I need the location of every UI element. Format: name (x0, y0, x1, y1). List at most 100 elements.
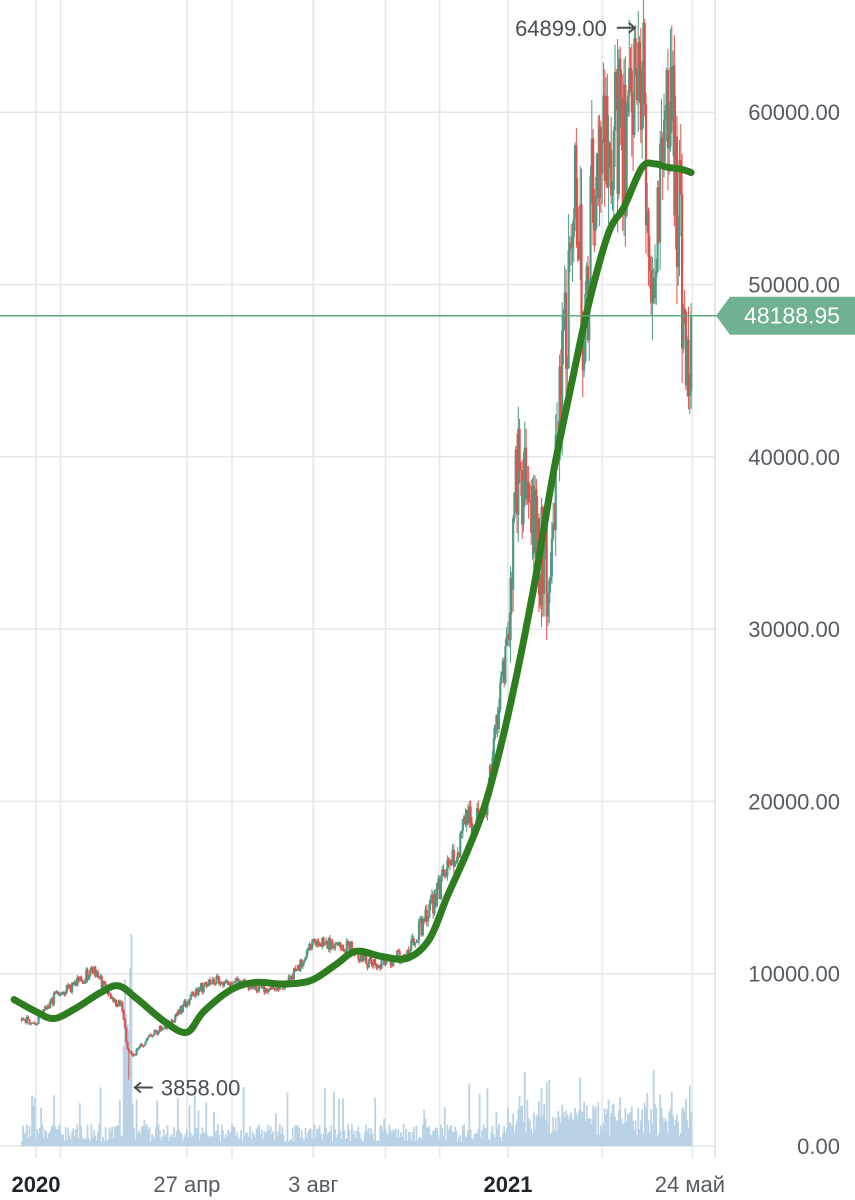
candle-body (229, 983, 232, 987)
volume-bar (558, 1117, 561, 1146)
volume-bar (424, 1118, 427, 1146)
candle-body (531, 485, 534, 533)
volume-bar (532, 1112, 535, 1146)
volume-bar (198, 1139, 201, 1146)
candle-body (180, 1006, 183, 1013)
candle-body (664, 110, 667, 120)
volume-bar (409, 1132, 411, 1146)
candle-body (561, 330, 564, 425)
candle-body (189, 994, 192, 1000)
candle-body (185, 1001, 188, 1007)
volume-bar (603, 1108, 606, 1146)
volume-bar (474, 1133, 477, 1146)
candle-body (441, 869, 444, 878)
volume-bar (549, 1134, 552, 1146)
candle-body (477, 808, 480, 820)
candle-body (120, 1002, 123, 1006)
volume-bar (167, 1140, 170, 1146)
volume-bar (146, 1124, 148, 1146)
volume-bar (69, 1139, 72, 1146)
volume-bar (618, 1110, 620, 1146)
volume-bar (122, 1046, 125, 1146)
candle-body (661, 138, 664, 162)
volume-bar (574, 1107, 576, 1146)
volume-bar (371, 1133, 374, 1146)
candle-body (234, 978, 237, 982)
volume-bar (428, 1126, 431, 1146)
volume-bar (669, 1108, 672, 1146)
volume-bar (473, 1134, 476, 1146)
candle-body (624, 84, 627, 216)
candle-body (72, 982, 75, 984)
volume-bar (109, 1132, 112, 1146)
candle-body (651, 278, 654, 303)
volume-bar (678, 1136, 681, 1146)
candle-body (188, 999, 191, 1005)
volume-bar (477, 1128, 480, 1146)
candle-body (554, 435, 557, 531)
volume-bar (455, 1130, 458, 1146)
candle-body (211, 979, 214, 984)
volume-bar (663, 1122, 665, 1146)
candle-body (454, 862, 457, 867)
volume-bar (182, 1141, 184, 1146)
volume-bar (572, 1120, 575, 1146)
candle-body (144, 1041, 147, 1045)
volume-bar (421, 1124, 424, 1146)
candle-body (361, 953, 364, 962)
volume-bar (28, 1125, 31, 1146)
volume-bar (295, 1125, 298, 1146)
volume-bar (442, 1136, 445, 1146)
volume-bar (277, 1131, 280, 1146)
volume-bar (458, 1136, 460, 1146)
candle-body (305, 950, 308, 958)
volume-bar (561, 1104, 564, 1146)
volume-bar (188, 1105, 191, 1146)
candle-body (318, 943, 321, 945)
candle-body (326, 940, 329, 949)
volume-bar (293, 1141, 295, 1146)
candle-body (181, 1005, 185, 1013)
candle-body (592, 138, 595, 223)
candle-body (535, 489, 538, 564)
min-arrow-icon (133, 1081, 153, 1094)
candle-body (90, 967, 93, 971)
volume-bar (611, 1105, 614, 1146)
candle-body (425, 909, 428, 922)
volume-bar (245, 1132, 248, 1146)
volume-bar (126, 1024, 129, 1146)
candle-body (615, 72, 618, 87)
candle-body (504, 646, 507, 683)
volume-bar (55, 1130, 58, 1146)
candle-body (461, 818, 464, 831)
volume-bar (535, 1116, 538, 1146)
volume-bar (418, 1137, 420, 1146)
candle-body (665, 70, 668, 111)
candle-body (408, 950, 412, 954)
volume-bar (556, 1131, 558, 1146)
volume-bar (256, 1126, 259, 1146)
volume-bar (218, 1134, 221, 1146)
volume-bar (322, 1133, 325, 1146)
candle-body (438, 878, 441, 899)
candle-body (91, 967, 94, 974)
volume-bar (86, 1124, 89, 1146)
candle-body (379, 965, 382, 969)
volume-bar (155, 1127, 157, 1146)
candle-body (248, 984, 252, 990)
volume-bar (552, 1116, 555, 1146)
volume-bar (517, 1108, 520, 1146)
candle-body (414, 942, 417, 946)
y-axis-labels: 0.00 10000.00 20000.00 30000.00 40000.00 5000… (748, 100, 840, 1159)
candle-body (362, 956, 365, 962)
volume-bar (436, 1127, 438, 1146)
candle-body (424, 909, 427, 922)
volume-bar (325, 1127, 328, 1146)
volume-bar (113, 1126, 116, 1146)
candle-body (290, 976, 293, 979)
candle-body (68, 984, 71, 988)
volume-bar (654, 1104, 656, 1146)
volume-bar (314, 1136, 317, 1146)
volume-bar (320, 1133, 322, 1146)
